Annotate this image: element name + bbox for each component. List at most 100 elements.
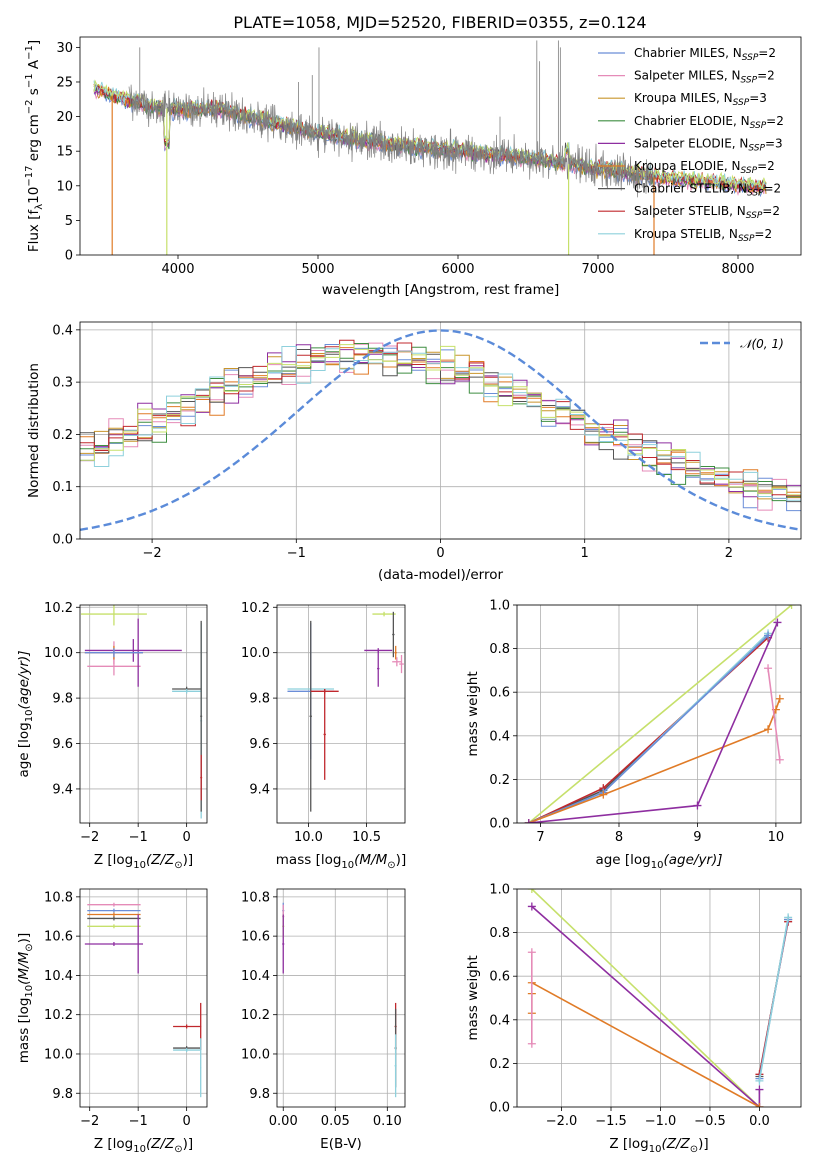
- y-tick-label: 0.8: [489, 926, 510, 941]
- y-tick-label: 10.2: [241, 1008, 270, 1023]
- y-tick-label: 0.2: [489, 773, 510, 788]
- x-tick-label: 10.0: [294, 830, 323, 845]
- x-tick-label: 0.10: [373, 1114, 402, 1129]
- y-axis-label: Normed distribution: [26, 363, 42, 498]
- axes-frame: [516, 604, 802, 824]
- y-tick-label: 0.4: [489, 1013, 510, 1028]
- x-tick-label: −2.0: [546, 1114, 578, 1129]
- y-tick-label: 10.0: [241, 1047, 270, 1062]
- x-tick-label: −1: [287, 546, 306, 561]
- y-tick-label: 1.0: [489, 883, 510, 898]
- x-tick-label: 7: [536, 830, 544, 845]
- plot-area: [282, 902, 397, 1098]
- legend-label: Chabrier ELODIE, NSSP=2: [634, 114, 784, 131]
- y-tick-label: 9.8: [249, 692, 270, 707]
- y-tick-label: 0.2: [489, 1057, 510, 1072]
- plus-marker: [755, 1085, 764, 1094]
- mass-vs-metallicity-panel: −2 −1 0 9.8 10.0 10.2 10.4 10.6 10.8 Z [log10(Z/Z…: [16, 888, 208, 1155]
- x-tick-label: 8000: [721, 262, 754, 277]
- mass-weight-line: [528, 605, 793, 823]
- x-axis-label: Z [log10(Z/Z⊙)]: [94, 852, 193, 871]
- plot-area: [84, 902, 202, 1098]
- legend-label: Chabrier STELIB, NSSP=2: [634, 182, 781, 199]
- y-tick-label: 20: [56, 110, 73, 125]
- plot-area: [287, 611, 404, 812]
- y-tick-label: 0.4: [489, 729, 510, 744]
- plus-marker: [775, 694, 784, 703]
- legend-label: Kroupa STELIB, NSSP=2: [634, 227, 772, 244]
- x-tick-label: 0.05: [321, 1114, 350, 1129]
- y-tick-label: 10: [56, 179, 73, 194]
- x-axis-label: (data-model)/error: [378, 567, 504, 583]
- plus-marker: [764, 725, 773, 734]
- y-tick-label: 0.0: [489, 817, 510, 832]
- x-tick-label: 0: [436, 546, 444, 561]
- y-tick-label: 0.1: [52, 480, 73, 495]
- legend-label: Kroupa ELODIE, NSSP=2: [634, 159, 775, 176]
- axes-frame: [516, 888, 802, 1108]
- x-tick-label: 0.00: [269, 1114, 298, 1129]
- mass-weight-vs-age-panel: 7 8 9 10 0.0 0.2 0.4 0.6 0.8 1.0 age [log10(age/yr…: [465, 599, 802, 871]
- axes-frame: [79, 321, 802, 540]
- x-axis-label: E(B-V): [320, 1136, 362, 1152]
- x-tick-label: 7000: [581, 262, 614, 277]
- y-tick-label: 10.2: [44, 601, 73, 616]
- mass-weight-line: [531, 889, 760, 1107]
- y-tick-label: 9.8: [249, 1087, 270, 1102]
- x-tick-label: −0.5: [694, 1114, 726, 1129]
- y-axis-label: Flux [fλ10−17 erg cm−2 s−1 A−1]: [24, 40, 45, 252]
- x-tick-label: 9: [693, 830, 701, 845]
- plus-marker: [527, 1039, 536, 1048]
- y-tick-label: 1.0: [489, 599, 510, 614]
- plus-marker: [693, 801, 702, 810]
- plus-marker: [527, 889, 536, 893]
- y-tick-label: 5: [65, 214, 73, 229]
- x-tick-label: 0: [183, 830, 191, 845]
- y-tick-label: 9.8: [52, 692, 73, 707]
- y-tick-label: 0.3: [52, 376, 73, 391]
- plus-marker: [599, 790, 608, 799]
- y-tick-label: 10.2: [241, 601, 270, 616]
- plus-marker: [787, 605, 796, 609]
- observed-spectrum-line: [128, 84, 655, 198]
- age-vs-mass-panel: 10.0 10.5 9.4 9.6 9.8 10.0 10.2 mass [log10(M/M…: [241, 601, 406, 871]
- mass-weight-vs-metallicity-panel: −2.0 −1.5 −1.0 −0.5 0.0 0.0 0.2 0.4 0.6 0.8 1.0 Z […: [465, 883, 802, 1155]
- plot-area: [527, 889, 793, 1107]
- y-tick-label: 15: [56, 145, 73, 160]
- plus-marker: [775, 755, 784, 764]
- x-axis-label: age [log10(age/yr)]: [595, 852, 722, 871]
- legend-label: Kroupa MILES, NSSP=3: [634, 91, 767, 108]
- y-axis-label: mass [log10(M/M⊙)]: [16, 933, 35, 1063]
- plus-marker: [755, 1076, 764, 1085]
- plus-marker: [784, 913, 793, 922]
- plot-area: [80, 329, 801, 531]
- y-tick-label: 9.4: [249, 782, 270, 797]
- x-tick-label: 2: [725, 546, 733, 561]
- plus-marker: [524, 819, 533, 823]
- axes-frame: [276, 888, 406, 1108]
- y-tick-label: 10.6: [241, 930, 270, 945]
- y-tick-label: 9.6: [249, 737, 270, 752]
- plus-marker: [764, 664, 773, 673]
- mass-weight-line: [758, 917, 789, 1081]
- y-tick-label: 10.8: [44, 890, 73, 905]
- residuals-panel: −2 −1 0 1 2 0.0 0.1 0.2 0.3 0.4 𝒩(0, 1) (data-model…: [26, 321, 802, 583]
- axes-frame: [79, 888, 208, 1108]
- x-axis-label: wavelength [Angstrom, rest frame]: [322, 282, 560, 298]
- x-tick-label: 0: [183, 1114, 191, 1129]
- mass-vs-ebv-panel: 0.00 0.05 0.10 9.8 10.0 10.2 10.4 10.6 10.8 E(B-V…: [241, 888, 406, 1152]
- y-tick-label: 0.6: [489, 686, 510, 701]
- y-axis-label: mass weight: [465, 671, 481, 756]
- x-tick-label: −1: [129, 830, 148, 845]
- y-tick-label: 9.6: [52, 737, 73, 752]
- x-tick-label: 0.0: [749, 1114, 770, 1129]
- spectrum-panel: 4000 5000 6000 7000 8000 0 5 10 15 20 25 30 Chabrier…: [24, 36, 802, 298]
- x-tick-label: 5000: [301, 262, 334, 277]
- y-tick-label: 10.0: [241, 646, 270, 661]
- legend-label: Chabrier MILES, NSSP=2: [634, 46, 776, 63]
- plot-area: [93, 40, 767, 255]
- mass-weight-line: [767, 668, 781, 760]
- y-tick-label: 0.6: [489, 970, 510, 985]
- age-vs-metallicity-panel: −2 −1 0 9.4 9.6 9.8 10.0 10.2 Z [log10(Z/Z⊙)] age…: [16, 601, 208, 871]
